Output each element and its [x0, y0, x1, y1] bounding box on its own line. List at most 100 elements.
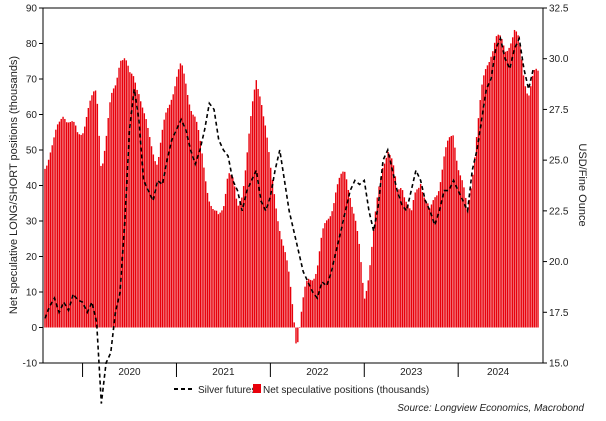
bar	[340, 173, 342, 328]
bar	[315, 273, 317, 328]
bar	[280, 239, 283, 328]
bar	[324, 223, 326, 328]
bar	[338, 177, 341, 328]
bar	[75, 125, 77, 328]
bar	[233, 186, 236, 328]
bar	[271, 179, 274, 328]
bar	[120, 60, 122, 328]
bar	[376, 197, 378, 328]
bar	[470, 188, 472, 328]
bar	[273, 194, 276, 328]
bar	[344, 171, 346, 328]
bar	[235, 198, 238, 328]
bar	[136, 89, 138, 328]
bar	[407, 204, 409, 328]
bar	[170, 99, 173, 328]
bar	[239, 202, 241, 328]
bar	[138, 94, 140, 328]
bar	[158, 156, 160, 328]
bar	[261, 105, 263, 328]
left-tick-label: 90	[26, 4, 38, 15]
bar	[181, 65, 183, 328]
bar	[89, 100, 91, 328]
bar	[111, 92, 113, 328]
bar	[345, 179, 348, 328]
bar	[165, 112, 167, 328]
bar	[537, 70, 539, 328]
bar	[215, 210, 218, 328]
bar	[130, 73, 133, 328]
bar	[521, 59, 523, 328]
bar	[409, 208, 411, 328]
bar	[472, 174, 474, 328]
bar	[145, 119, 147, 328]
left-tick-label: 80	[26, 39, 38, 50]
bar	[186, 94, 189, 328]
bar	[103, 150, 106, 328]
bar	[416, 189, 418, 328]
bar	[311, 280, 313, 328]
bar	[495, 36, 498, 328]
bar	[118, 67, 120, 328]
bar	[445, 147, 447, 328]
bar	[412, 200, 415, 328]
bar	[374, 211, 377, 328]
bar	[504, 51, 507, 328]
bar	[318, 251, 321, 328]
bar	[56, 124, 59, 328]
bar	[44, 168, 46, 328]
bar	[149, 137, 151, 328]
bar	[223, 206, 225, 328]
bar	[335, 192, 337, 328]
bar	[284, 252, 286, 328]
left-tick-label: 50	[26, 146, 38, 157]
bar	[533, 70, 536, 328]
bar	[100, 165, 102, 328]
left-tick-label: 60	[26, 110, 38, 121]
bar	[302, 297, 304, 328]
bar	[226, 178, 229, 328]
bar	[67, 122, 70, 328]
bar	[501, 39, 503, 328]
bar	[109, 102, 111, 328]
bar	[105, 135, 108, 328]
bar	[251, 101, 254, 328]
bar	[463, 187, 465, 328]
bar	[483, 75, 485, 328]
bar	[430, 204, 433, 328]
bar	[152, 154, 155, 328]
left-tick-label: 30	[26, 217, 38, 228]
bar	[255, 80, 257, 328]
bar	[522, 75, 525, 328]
x-tick-label: 2021	[212, 367, 235, 378]
bar	[49, 152, 52, 328]
bar	[508, 47, 510, 328]
bar	[486, 65, 489, 328]
bar	[363, 298, 366, 328]
bar	[129, 72, 131, 328]
bar	[188, 104, 191, 328]
bar	[385, 157, 388, 328]
bar	[333, 203, 335, 328]
right-tick-label: 22.5	[549, 206, 569, 217]
bar	[474, 157, 476, 328]
left-tick-label: -10	[23, 359, 38, 370]
bar	[452, 135, 454, 328]
bar	[214, 210, 216, 328]
silver-futures-line	[44, 35, 535, 404]
bar	[244, 170, 247, 328]
bar	[73, 121, 75, 328]
bar	[367, 280, 369, 328]
bar	[378, 186, 380, 328]
bar	[114, 85, 117, 328]
bar	[443, 156, 445, 328]
bar	[358, 243, 360, 328]
bar	[298, 327, 301, 328]
bar	[347, 189, 350, 328]
bar	[439, 182, 442, 328]
bar	[427, 203, 429, 328]
bar	[519, 44, 521, 328]
bar	[69, 121, 71, 328]
bar	[441, 169, 443, 328]
bar	[351, 206, 353, 328]
